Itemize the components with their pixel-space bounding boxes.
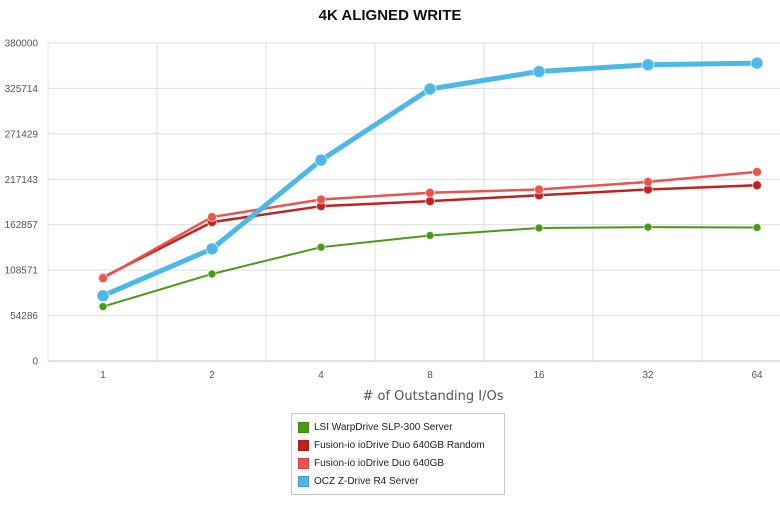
data-point	[750, 56, 764, 70]
legend-item: Fusion-io ioDrive Duo 640GB Random	[298, 436, 498, 454]
data-point	[423, 82, 437, 96]
grid-layer	[47, 42, 780, 362]
x-axis-label: # of Outstanding I/Os	[362, 389, 503, 404]
legend-item: OCZ Z-Drive R4 Server	[298, 472, 498, 490]
legend-label: Fusion-io ioDrive Duo 640GB Random	[314, 439, 485, 451]
data-point	[207, 212, 217, 223]
series-1	[98, 222, 762, 312]
legend-label: LSI WarpDrive SLP-300 Server	[314, 421, 453, 433]
legend: LSI WarpDrive SLP-300 Server Fusion-io io…	[291, 413, 505, 495]
legend-label: Fusion-io ioDrive Duo 640GB	[314, 457, 445, 469]
legend-swatch	[298, 421, 309, 433]
data-point	[534, 223, 544, 233]
data-point	[752, 166, 762, 177]
data-point	[425, 187, 435, 198]
series-3	[98, 166, 762, 284]
data-point	[425, 230, 435, 240]
legend-item: LSI WarpDrive SLP-300 Server	[298, 418, 498, 436]
data-point	[96, 289, 110, 303]
data-point	[534, 184, 544, 195]
x-tick-label: 64	[751, 370, 763, 381]
data-point	[98, 273, 108, 284]
data-point	[205, 242, 219, 256]
legend-swatch	[298, 457, 309, 469]
data-point	[207, 269, 217, 279]
data-point	[752, 180, 762, 191]
data-point	[641, 58, 655, 72]
series-4	[96, 56, 764, 303]
data-point	[643, 176, 653, 187]
data-point	[643, 222, 653, 232]
x-tick-label: 1	[100, 370, 106, 381]
data-point	[314, 153, 328, 167]
legend-swatch	[298, 439, 309, 451]
x-tick-label: 4	[318, 370, 324, 381]
x-tick-label: 32	[642, 370, 654, 381]
data-point	[98, 302, 108, 312]
y-tick-label: 380000	[5, 39, 39, 50]
x-axis-ticks: 1 2 4 8 16 32 64	[100, 370, 763, 381]
y-tick-label: 54286	[10, 311, 38, 322]
legend-item: Fusion-io ioDrive Duo 640GB	[298, 454, 498, 472]
y-tick-label: 271429	[5, 129, 39, 140]
series-2	[98, 180, 762, 283]
y-axis-ticks: 0 54286 108571 162857 217143 271429 325714 3800…	[5, 39, 39, 368]
series-layer	[96, 56, 764, 312]
y-tick-label: 217143	[5, 175, 39, 186]
x-tick-label: 2	[209, 370, 215, 381]
legend-label: OCZ Z-Drive R4 Server	[314, 475, 419, 487]
y-tick-label: 0	[32, 357, 38, 368]
y-tick-label: 162857	[5, 220, 39, 231]
y-tick-label: 108571	[5, 266, 39, 277]
x-tick-label: 16	[533, 370, 545, 381]
chart-title: 4K ALIGNED WRITE	[318, 7, 462, 24]
data-point	[425, 196, 435, 207]
data-point	[532, 64, 546, 78]
x-tick-label: 8	[427, 370, 433, 381]
legend-swatch	[298, 475, 309, 487]
y-tick-label: 325714	[5, 84, 39, 95]
data-point	[752, 223, 762, 233]
data-point	[316, 242, 326, 252]
line-chart: 0 54286 108571 162857 217143 271429 325714 3800…	[5, 39, 780, 404]
data-point	[316, 194, 326, 205]
